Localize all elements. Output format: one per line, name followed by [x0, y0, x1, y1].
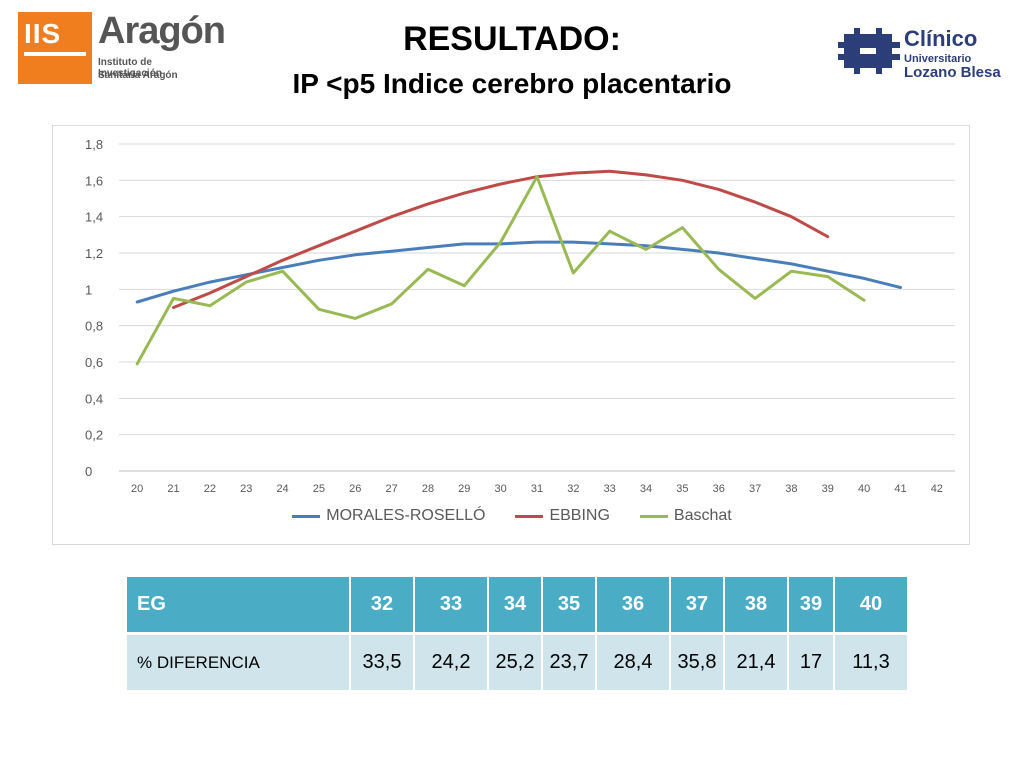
table-header-cell: 38 — [725, 577, 787, 632]
y-tick-label: 0,8 — [85, 319, 103, 334]
page-subtitle: IP <p5 Indice cerebro placentario — [292, 68, 732, 99]
table-header-cell: 37 — [671, 577, 723, 632]
table-spacer-cell — [789, 632, 833, 635]
table-spacer-cell — [415, 632, 487, 635]
x-tick-label: 24 — [276, 483, 288, 495]
table-spacer-cell — [489, 632, 541, 635]
iis-logo-name: Aragón — [98, 10, 226, 52]
table-spacer-cell — [671, 632, 723, 635]
x-tick-label: 33 — [604, 483, 616, 495]
table-cell: 21,4 — [725, 635, 787, 690]
x-tick-label: 32 — [567, 483, 579, 495]
x-tick-label: 38 — [785, 483, 797, 495]
iis-aragon-logo: IIS Aragón Instituto de Investigación Sa… — [18, 10, 226, 84]
table-header-cell: 39 — [789, 577, 833, 632]
y-tick-label: 1 — [85, 282, 92, 297]
x-tick-label: 36 — [713, 483, 725, 495]
iis-logo-line2: Sanitaria Aragón — [98, 70, 178, 81]
x-tick-label: 39 — [822, 483, 834, 495]
table-cell: 35,8 — [671, 635, 723, 690]
y-tick-label: 1,6 — [85, 173, 103, 188]
legend-label: EBBING — [549, 507, 610, 524]
y-tick-label: 0 — [85, 464, 92, 479]
chart-legend: MORALES-ROSELLÓ EBBING Baschat — [53, 507, 971, 525]
table-spacer — [127, 632, 907, 635]
table-cell: 24,2 — [415, 635, 487, 690]
clinico-lozano-blesa-logo: Clínico Universitario Lozano Blesa — [838, 22, 1008, 81]
table-header-label: EG — [127, 577, 349, 632]
table-spacer-cell — [543, 632, 595, 635]
x-tick-label: 34 — [640, 483, 652, 495]
series-line-baschat — [135, 175, 866, 366]
table-header-row: EG 32 33 34 35 36 37 38 39 40 — [127, 577, 907, 632]
series-line-morales-rosell- — [135, 240, 902, 304]
table-cell: 17 — [789, 635, 833, 690]
table-cell: 23,7 — [543, 635, 595, 690]
page-title: RESULTADO: — [403, 20, 621, 58]
y-tick-label: 0,4 — [85, 391, 103, 406]
x-tick-label: 26 — [349, 483, 361, 495]
y-tick-label: 1,2 — [85, 246, 103, 261]
iis-logo-mark: IIS — [18, 12, 92, 84]
series-line-ebbing — [172, 169, 830, 309]
chart-canvas: 0 0,2 0,4 0,6 0,8 1 1,2 1,4 1,6 1,8 20 21 22 23 24 25 26… — [85, 137, 955, 495]
legend-item: MORALES-ROSELLÓ — [292, 507, 485, 525]
x-tick-label: 28 — [422, 483, 434, 495]
y-tick-label: 0,2 — [85, 428, 103, 443]
table-cell: 33,5 — [351, 635, 413, 690]
x-tick-label: 37 — [749, 483, 761, 495]
x-tick-label: 31 — [531, 483, 543, 495]
legend-label: Baschat — [673, 507, 732, 524]
legend-swatch — [292, 514, 321, 518]
table-header-cell: 36 — [597, 577, 669, 632]
table-header-cell: 35 — [543, 577, 595, 632]
x-tick-label: 41 — [894, 483, 906, 495]
table-spacer-cell — [351, 632, 413, 635]
legend-swatch — [639, 514, 668, 518]
difference-table: EG 32 33 34 35 36 37 38 39 40 % DIFERENCIA 33,5 24,… — [125, 577, 909, 690]
x-tick-label: 29 — [458, 483, 470, 495]
x-tick-label: 35 — [676, 483, 688, 495]
x-tick-label: 23 — [240, 483, 252, 495]
x-tick-label: 20 — [131, 483, 143, 495]
table-spacer-cell — [725, 632, 787, 635]
table-row-label: % DIFERENCIA — [127, 635, 349, 690]
clinico-logo-line1: Universitario — [904, 53, 972, 65]
table-cell: 25,2 — [489, 635, 541, 690]
y-tick-label: 1,4 — [85, 210, 103, 225]
x-tick-label: 22 — [204, 483, 216, 495]
y-tick-label: 0,6 — [85, 355, 103, 370]
x-tick-label: 42 — [931, 483, 943, 495]
legend-swatch — [515, 514, 544, 518]
y-tick-label: 1,8 — [85, 137, 103, 152]
x-tick-label: 27 — [385, 483, 397, 495]
clinico-logo-line2: Lozano Blesa — [904, 64, 1001, 81]
iis-logo-line1: Instituto de Investigación — [98, 57, 162, 79]
legend-label: MORALES-ROSELLÓ — [326, 507, 486, 524]
table-header-cell: 32 — [351, 577, 413, 632]
table-row: % DIFERENCIA 33,5 24,2 25,2 23,7 28,4 35,8 21,4… — [127, 635, 907, 690]
table-cell: 11,3 — [835, 635, 907, 690]
table-spacer-cell — [127, 632, 349, 635]
clinico-logo-name: Clínico — [904, 26, 978, 51]
x-tick-label: 40 — [858, 483, 870, 495]
table-header-cell: 33 — [415, 577, 487, 632]
table-spacer-cell — [597, 632, 669, 635]
iis-logo-mark-text: IIS — [24, 18, 62, 49]
x-tick-label: 21 — [167, 483, 179, 495]
table-header-cell: 34 — [489, 577, 541, 632]
table-spacer-cell — [835, 632, 907, 635]
x-tick-label: 25 — [313, 483, 325, 495]
line-chart: 0 0,2 0,4 0,6 0,8 1 1,2 1,4 1,6 1,8 20 21 22 23 24 25 26… — [52, 125, 970, 545]
legend-item: EBBING — [515, 507, 610, 525]
table-cell: 28,4 — [597, 635, 669, 690]
x-tick-label: 30 — [495, 483, 507, 495]
legend-item: Baschat — [639, 507, 732, 525]
table-header-cell: 40 — [835, 577, 907, 632]
cross-icon — [838, 28, 900, 74]
